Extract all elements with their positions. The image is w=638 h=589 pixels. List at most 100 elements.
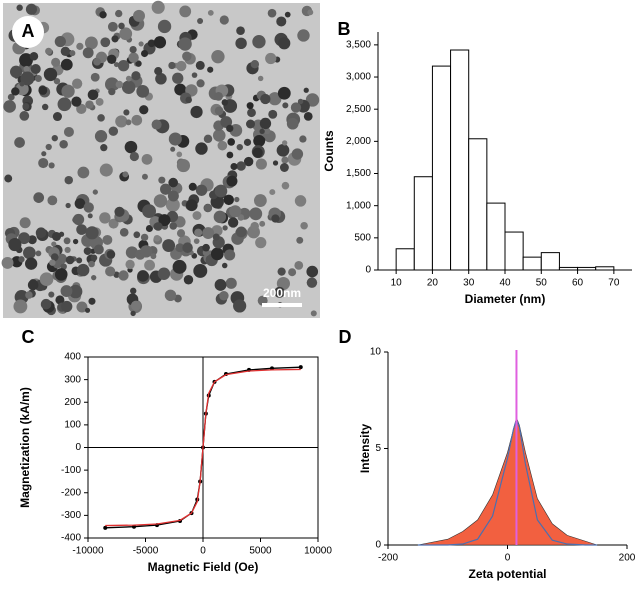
particle	[253, 194, 267, 207]
particle	[76, 301, 88, 313]
x-tick-label: 10000	[304, 546, 332, 557]
particle	[64, 246, 71, 254]
particle	[50, 253, 59, 261]
particle	[246, 119, 256, 129]
x-tick-label: 30	[463, 278, 475, 289]
x-tick-label: 70	[608, 278, 620, 289]
particle	[179, 5, 192, 18]
particle	[172, 72, 184, 84]
particle	[30, 64, 41, 75]
particle	[135, 60, 142, 67]
particle	[59, 140, 68, 149]
particle	[85, 100, 94, 109]
x-tick-label: 0	[200, 546, 206, 557]
data-point	[103, 525, 108, 530]
particle	[122, 171, 129, 178]
particle	[296, 236, 304, 244]
y-tick-label: 10	[370, 347, 382, 358]
particle	[168, 132, 182, 146]
particle	[90, 254, 98, 262]
particle	[303, 87, 309, 93]
particle	[106, 250, 116, 259]
particle	[1, 256, 14, 269]
particle	[95, 97, 104, 106]
particle	[74, 198, 86, 209]
y-tick-label: 3,500	[346, 40, 371, 51]
particle	[151, 119, 162, 130]
particle	[100, 144, 108, 152]
particle	[97, 114, 105, 122]
particle	[145, 224, 153, 233]
particle	[107, 54, 117, 64]
particle	[174, 83, 187, 96]
particle	[48, 162, 55, 169]
particle	[300, 221, 308, 230]
particle	[267, 8, 277, 18]
particle	[196, 79, 205, 88]
particle	[219, 15, 229, 25]
particle	[259, 220, 266, 227]
particle	[3, 100, 16, 113]
particle	[14, 137, 25, 148]
scale-bar-label: 200nm	[263, 286, 301, 300]
particle	[160, 183, 172, 195]
y-tick-label: -100	[61, 465, 81, 476]
particle	[150, 253, 157, 260]
particle	[76, 42, 84, 50]
particle	[151, 0, 165, 14]
particle	[48, 291, 55, 298]
particle	[130, 310, 136, 317]
particle	[274, 286, 285, 298]
particle	[107, 21, 118, 32]
particle	[265, 52, 277, 65]
y-tick-label: 200	[64, 397, 81, 408]
particle	[226, 175, 238, 187]
particle	[85, 226, 99, 240]
particle	[35, 250, 42, 257]
x-tick-label: -200	[378, 553, 398, 564]
particle	[192, 211, 202, 220]
panel-label: D	[339, 327, 352, 347]
particle	[176, 151, 183, 158]
particle	[63, 237, 71, 245]
particle	[153, 36, 167, 49]
particle	[157, 19, 172, 34]
particle	[19, 111, 30, 121]
particle	[243, 156, 254, 167]
particle	[310, 310, 317, 317]
y-tick-label: 2,500	[346, 104, 371, 115]
particle	[226, 151, 234, 159]
particle	[221, 99, 229, 106]
histogram-bar	[522, 256, 542, 271]
particle	[294, 195, 307, 207]
particle	[76, 263, 90, 277]
particle	[140, 233, 149, 242]
particle	[235, 226, 247, 238]
histogram-bar	[558, 266, 579, 271]
particle	[113, 62, 120, 68]
particle	[25, 3, 38, 15]
x-tick-label: 200	[619, 553, 636, 564]
y-tick-label: 2,000	[346, 136, 371, 147]
y-tick-label: 3,000	[346, 72, 371, 83]
particle	[45, 143, 52, 151]
scale-bar	[262, 303, 302, 307]
particle	[88, 297, 96, 305]
particle	[169, 222, 178, 230]
particle	[164, 289, 177, 302]
particle	[27, 279, 39, 291]
y-tick-label: 1,500	[346, 168, 371, 179]
particle	[34, 75, 42, 83]
particle	[233, 299, 247, 313]
particle	[9, 65, 23, 78]
particle	[158, 176, 166, 184]
particle	[142, 204, 156, 219]
particle	[176, 60, 187, 72]
particle	[51, 57, 61, 67]
particle	[83, 247, 92, 255]
y-tick-label: 1,000	[346, 200, 371, 211]
particle	[193, 263, 208, 278]
particle	[268, 109, 278, 119]
particle	[197, 17, 204, 24]
x-axis-label: Diameter (nm)	[465, 292, 546, 306]
